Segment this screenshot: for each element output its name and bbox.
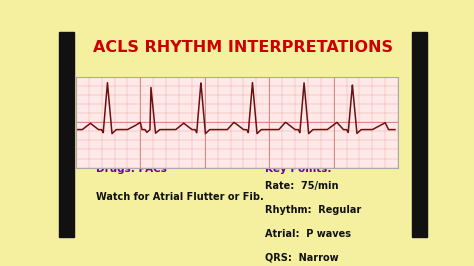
Text: Rhythm:  Regular: Rhythm: Regular [265, 205, 361, 215]
Bar [412, 32, 427, 237]
Text: Rate:  75/min: Rate: 75/min [265, 181, 338, 192]
Text: ACLS RHYTHM INTERPRETATIONS: ACLS RHYTHM INTERPRETATIONS [93, 40, 393, 55]
Text: QRS:  Narrow: QRS: Narrow [265, 252, 338, 262]
Bar [59, 32, 74, 237]
Text: Key Points:: Key Points: [265, 164, 331, 174]
Text: Watch for Atrial Flutter or Fib.: Watch for Atrial Flutter or Fib. [96, 192, 264, 202]
Text: Atrial:  P waves: Atrial: P waves [265, 228, 351, 239]
Text: Drugs: PACs: Drugs: PACs [96, 164, 167, 174]
